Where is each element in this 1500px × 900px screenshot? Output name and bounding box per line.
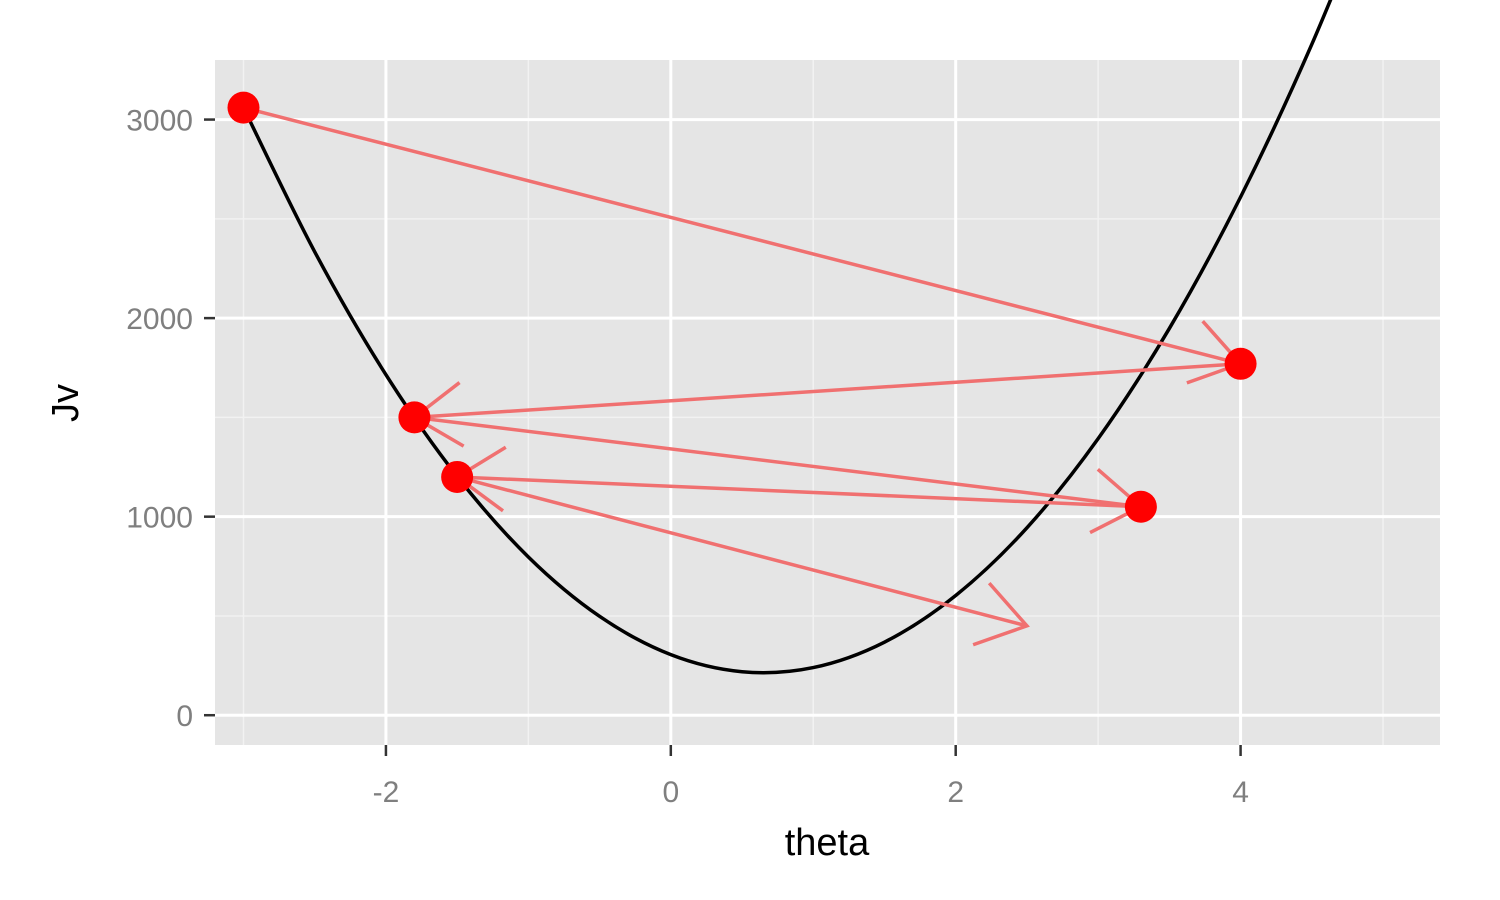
x-tick-label: 2	[947, 776, 964, 809]
y-axis-title: Jv	[45, 384, 87, 422]
iteration-point	[1124, 490, 1157, 523]
y-tick-label: 2000	[126, 303, 193, 336]
grid-minor	[215, 60, 1440, 745]
iteration-point	[1224, 347, 1257, 380]
arrow-layer	[243, 105, 1244, 647]
gradient-step-arrow	[456, 475, 1028, 628]
iteration-point	[441, 460, 474, 493]
x-axis-title: theta	[785, 822, 870, 864]
x-tick-label: -2	[373, 776, 400, 809]
x-tick-label: 4	[1232, 776, 1249, 809]
y-axis-ticks: 0 1000 2000 3000	[126, 105, 215, 733]
gradient-step-arrow	[414, 362, 1241, 420]
x-axis-ticks: -2 0 2 4	[373, 745, 1249, 809]
x-tick-label: 0	[662, 776, 679, 809]
point-layer	[227, 91, 1257, 523]
y-tick-label: 3000	[126, 105, 193, 138]
y-tick-label: 1000	[126, 502, 193, 535]
gradient-step-arrow	[243, 105, 1242, 366]
arrow-head	[972, 581, 1030, 647]
y-tick-label: 0	[176, 700, 193, 733]
iteration-point	[227, 91, 260, 124]
iteration-point	[398, 401, 431, 434]
gradient-step-arrow	[414, 415, 1142, 509]
gradient-step-arrow	[457, 475, 1141, 509]
